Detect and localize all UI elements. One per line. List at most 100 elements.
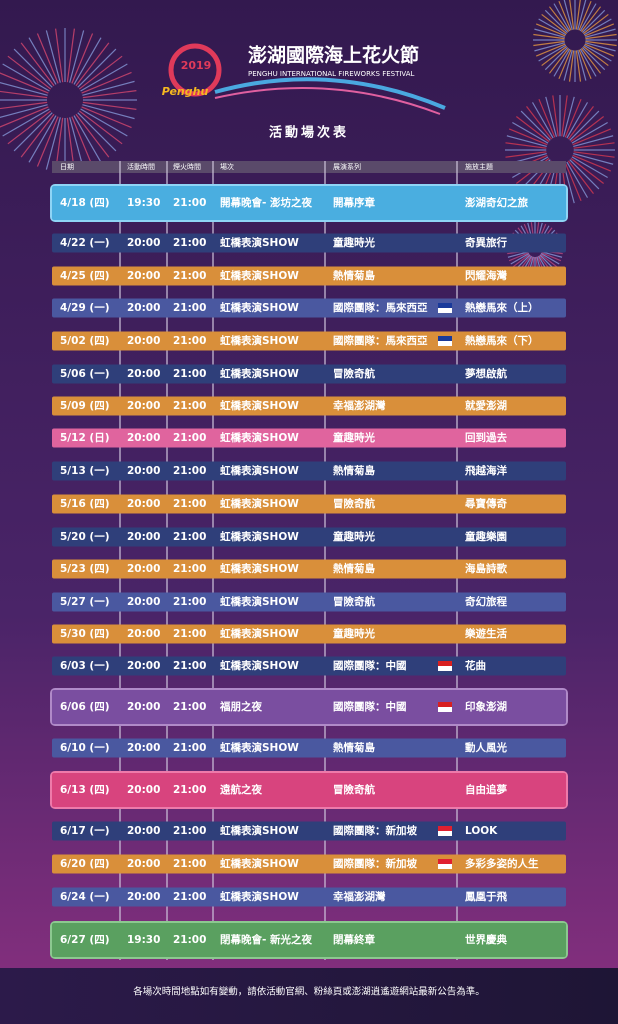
firework-ray [82, 104, 135, 120]
firework-ray [75, 42, 110, 87]
cell: 童趣時光 [333, 431, 375, 444]
firework-ray [531, 102, 554, 139]
cell: 21:00 [173, 563, 206, 575]
firework-ray [584, 43, 615, 57]
firework-ray [508, 252, 529, 262]
row-bar [52, 656, 566, 676]
firework-ray [36, 33, 59, 84]
subtitle: PENGHU INTERNATIONAL FIREWORKS FESTIVAL [248, 70, 415, 78]
firework-ray [77, 112, 117, 152]
cell: 21:00 [173, 531, 206, 543]
cell: 閉幕晚會- 新光之夜 [220, 933, 313, 946]
cell: 21:00 [173, 432, 206, 444]
cell: 5/12 (日) [60, 432, 110, 444]
row-bar [52, 494, 566, 514]
cell: 21:00 [173, 891, 206, 903]
firework-ray [0, 81, 48, 96]
cell: 6/27 (四) [60, 934, 110, 946]
cell: 21:00 [173, 237, 206, 249]
cell: 20:00 [127, 465, 160, 477]
firework-ray [538, 44, 567, 62]
cell: 5/27 (一) [60, 596, 110, 608]
cell: 虹橋表演SHOW [220, 497, 299, 510]
firework-ray [553, 3, 571, 32]
logo-swoosh [214, 77, 446, 110]
firework-ray [2, 63, 50, 92]
header-bar [52, 161, 566, 173]
cell: 虹橋表演SHOW [220, 236, 299, 249]
cell: 6/06 (四) [60, 701, 110, 713]
cell: 熱情菊島 [333, 741, 375, 754]
firework-ray [73, 37, 102, 85]
firework-ray [570, 157, 604, 184]
cell: 21:00 [173, 400, 206, 412]
row-bar [52, 461, 566, 481]
firework-ray [82, 80, 135, 96]
cell: 5/09 (四) [60, 400, 110, 412]
firework-ray [512, 121, 549, 144]
cell: 動人風光 [465, 741, 507, 754]
cell: 童趣時光 [333, 627, 375, 640]
footer-note: 各場次時間地點如有變動，請依活動官網、粉絲頁或澎湖逍遙遊網站最新公告為準。 [133, 986, 485, 998]
cell: 虹橋表演SHOW [220, 562, 299, 575]
firework-ray [55, 28, 64, 83]
cell: 20:00 [127, 596, 160, 608]
cell: 5/02 (四) [60, 335, 110, 347]
cell: 冒險奇航 [333, 367, 375, 380]
cell: 20:00 [127, 858, 160, 870]
firework-ray [540, 253, 558, 268]
cell: 幸福澎湖灣 [333, 890, 386, 903]
firework-ray [571, 121, 608, 144]
row-bar [52, 396, 566, 416]
firework-ray [7, 110, 52, 145]
firework-ray [0, 72, 49, 94]
cell: 印象澎湖 [465, 700, 507, 713]
firework-ray [544, 9, 568, 33]
cell: 20:00 [127, 742, 160, 754]
cell: 鳳凰于飛 [465, 891, 507, 903]
cell: 虹橋表演SHOW [220, 399, 299, 412]
flag [438, 666, 452, 671]
firework-ray [507, 251, 529, 258]
cell: 20:00 [127, 368, 160, 380]
title: 澎湖國際海上花火節 [248, 44, 419, 67]
cell: 夢想啟航 [465, 367, 507, 380]
firework-ray [28, 37, 57, 85]
row-bar [52, 559, 566, 579]
firework-ray [564, 162, 582, 202]
firework-ray [508, 128, 548, 146]
cell: 熱戀馬來（下） [465, 334, 539, 347]
cell: 國際團隊：馬來西亞 [333, 301, 428, 314]
firework-ray [544, 47, 568, 71]
firework-ray [71, 116, 94, 167]
row-bar [52, 331, 566, 351]
firework-ray [569, 110, 600, 141]
firework-ray [541, 252, 562, 262]
firework-ray [75, 113, 110, 158]
firework-ray [585, 40, 617, 47]
cell: 奇異旅行 [465, 236, 507, 249]
cell: 20:00 [127, 701, 160, 713]
firework-ray [575, 0, 581, 30]
column-header: 展演系列 [333, 162, 361, 171]
cell: 遠航之夜 [220, 783, 262, 796]
firework-ray [552, 95, 559, 137]
firework-ray [81, 71, 132, 94]
cell: 20:00 [127, 891, 160, 903]
firework-ray [505, 142, 547, 149]
row-bar [52, 186, 566, 220]
cell: 閃耀海灣 [465, 269, 507, 282]
logo-name: Penghu [162, 85, 209, 98]
cell: 20:00 [127, 563, 160, 575]
firework-ray [558, 49, 572, 80]
firework-ray [582, 45, 609, 67]
cell: 5/13 (一) [60, 465, 110, 477]
cell: 冒險奇航 [333, 595, 375, 608]
firework-ray [585, 33, 617, 40]
row-bar [52, 266, 566, 286]
cell: 4/22 (一) [60, 237, 110, 249]
cell: 6/17 (一) [60, 825, 110, 837]
column-header: 活動時間 [127, 162, 155, 171]
firework-ray [13, 112, 53, 152]
firework-ray [584, 28, 616, 38]
